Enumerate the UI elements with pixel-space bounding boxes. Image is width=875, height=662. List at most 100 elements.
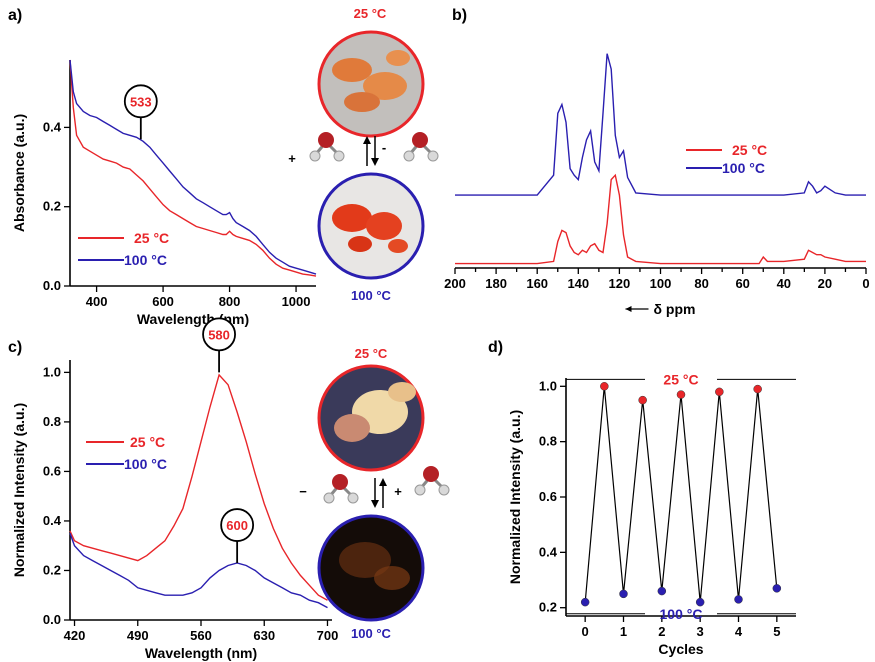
y-tick-label: 0.2 [43,199,61,214]
x-tick-label: 630 [253,628,275,643]
x-tick-label: 20 [818,276,832,291]
data-point [715,387,724,397]
y-tick-label: 0.4 [43,513,62,528]
x-tick-label: 1 [620,624,627,639]
legend-label: 25 °C [130,434,165,450]
water-molecule-right-icon [403,132,439,162]
x-tick-label: 120 [609,276,631,291]
y-tick-label: 0.4 [539,544,558,559]
c-photo-bottom-label: 100 °C [351,626,392,641]
data-point [772,584,782,593]
y-axis-label: Normalized Intensity (a.u.) [507,410,523,584]
panel-b-label: b) [452,7,467,24]
reversible-arrows-icon [363,136,379,166]
x-tick-label: 560 [190,628,212,643]
data-point [676,390,686,399]
callout-label: 580 [208,327,230,342]
x-tick-label: 800 [219,294,241,309]
y-tick-label: 0.6 [43,463,61,478]
water-molecule-left-icon [309,132,345,162]
dim-emission-1 [339,542,391,578]
data-point [734,595,743,604]
callout-circle [202,317,236,352]
photo-bottom-label: 100 °C [351,288,392,303]
x-tick-label: 80 [694,276,708,291]
orange-chunk-4 [386,50,410,66]
y-tick-label: 0.8 [539,434,557,449]
y-tick-label: 0.0 [43,278,61,293]
legend-label: 100 °C [124,456,167,472]
x-tick-label: 100 [650,276,672,291]
panel-c-label: c) [8,339,22,356]
orange-chunk-1 [332,58,372,82]
data-point [638,395,647,405]
dim-emission-2 [374,566,410,590]
reference-line-label: 100 °C [660,606,703,622]
legend-label: 100 °C [722,160,765,176]
y-tick-label: 1.0 [539,378,557,393]
y-axis-label: Absorbance (a.u.) [11,114,27,232]
red-chunk-3 [348,236,372,252]
legend-label: 100 °C [124,252,167,268]
orange-chunk-3 [344,92,380,112]
legend-label: 25 °C [732,142,767,158]
emission-chunk-2 [334,414,370,442]
x-tick-label: 40 [777,276,791,291]
x-tick-label: 1000 [282,294,311,309]
series-line-2 [69,59,317,275]
x-tick-label: 5 [773,624,780,639]
x-tick-label: 140 [567,276,589,291]
x-tick-label: 600 [152,294,174,309]
x-tick-label: 0 [862,276,869,291]
y-tick-label: 1.0 [43,364,61,379]
reference-line-label: 25 °C [663,371,698,387]
x-tick-label: 700 [317,628,339,643]
panel-a-label: a) [8,7,22,24]
c-photo-top-label: 25 °C [355,346,388,361]
x-tick-label: 160 [526,276,548,291]
orange-chunk-2 [363,72,407,100]
callout-circle [220,508,255,542]
c-water-molecule-left-icon [323,474,359,504]
callout-label: 600 [226,518,248,533]
chart-panel-3: 420 490 560 630 700 0.0 0.2 0.4 0.6 0.8 1.0 Wavelen… [11,317,339,661]
y-axis-label: Normalized Intensity (a.u.) [11,403,27,577]
x-tick-label: 2 [658,624,665,639]
x-tick-label: 4 [735,624,743,639]
series-line-1 [584,386,778,603]
data-point [753,384,762,394]
data-point [657,586,667,596]
panel-d-label: d) [488,339,503,356]
x-tick-label: 420 [64,628,86,643]
series-line-1 [455,173,866,265]
y-tick-label: 0.6 [539,489,557,504]
red-chunk-4 [388,239,408,253]
x-axis-label: δ ppm [654,301,696,317]
data-point [695,597,705,607]
c-add-water-sign: + [394,484,402,499]
y-tick-label: 0.4 [43,119,62,134]
emission-chunk-3 [388,382,416,402]
series-line-2 [69,533,328,609]
x-tick-label: 0 [582,624,589,639]
x-tick-label: 200 [444,276,466,291]
data-point [619,589,628,599]
x-axis-label: Cycles [658,641,703,657]
reverse-axis-arrowhead-icon [625,306,632,312]
data-point [580,597,590,607]
legend-label: 25 °C [134,230,169,246]
photo-top-label: 25 °C [354,6,387,21]
remove-water-sign: - [382,140,386,155]
y-tick-label: 0.8 [43,414,61,429]
series-line-1 [69,373,328,601]
x-tick-label: 60 [735,276,749,291]
c-water-molecule-right-icon [414,466,450,496]
red-chunk-2 [366,212,402,240]
panel-a-photos: 25 °C + - [288,6,439,303]
y-tick-label: 0.0 [43,612,61,627]
c-reversible-arrows-icon [371,478,387,508]
callout-label: 533 [130,94,152,109]
